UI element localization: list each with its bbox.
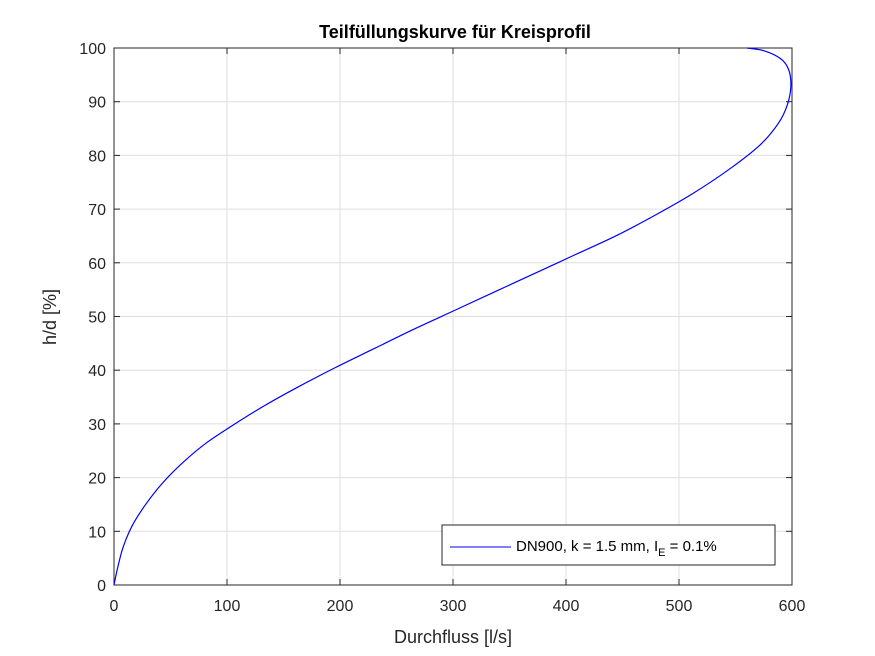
x-tick-label: 400 bbox=[553, 598, 580, 615]
y-tick-label: 40 bbox=[88, 363, 106, 380]
legend-entry-main: DN900, k = 1.5 mm, I bbox=[516, 538, 658, 555]
legend-box bbox=[441, 524, 776, 566]
x-tick-label: 200 bbox=[327, 598, 354, 615]
chart-title: Teilfüllungskurve für Kreisprofil bbox=[319, 22, 591, 42]
series-layer bbox=[113, 47, 792, 586]
y-tick-label: 60 bbox=[88, 256, 106, 273]
y-tick-label: 100 bbox=[79, 41, 106, 58]
y-tick-label: 50 bbox=[88, 310, 106, 327]
y-tick-label: 30 bbox=[88, 417, 106, 434]
y-tick-label: 20 bbox=[88, 471, 106, 488]
y-tick-label: 10 bbox=[88, 524, 106, 541]
x-tick-label: 100 bbox=[214, 598, 241, 615]
legend-entry-subscript: E bbox=[658, 547, 665, 559]
x-tick-label: 0 bbox=[110, 598, 119, 615]
y-tick-label: 0 bbox=[97, 578, 106, 595]
x-tick-label: 500 bbox=[666, 598, 693, 615]
x-tick-label: 300 bbox=[440, 598, 467, 615]
x-tick-label: 600 bbox=[779, 598, 806, 615]
x-axis-label: Durchfluss [l/s] bbox=[394, 627, 512, 647]
legend: DN900, k = 1.5 mm, IE = 0.1% bbox=[441, 524, 776, 566]
y-tick-label: 80 bbox=[88, 148, 106, 165]
legend-entry-tail: = 0.1% bbox=[665, 538, 716, 555]
y-tick-label: 90 bbox=[88, 95, 106, 112]
y-tick-label: 70 bbox=[88, 202, 106, 219]
series-line bbox=[113, 47, 792, 586]
y-axis-label: h/d [%] bbox=[40, 289, 60, 345]
legend-entry: DN900, k = 1.5 mm, IE = 0.1% bbox=[516, 538, 717, 559]
